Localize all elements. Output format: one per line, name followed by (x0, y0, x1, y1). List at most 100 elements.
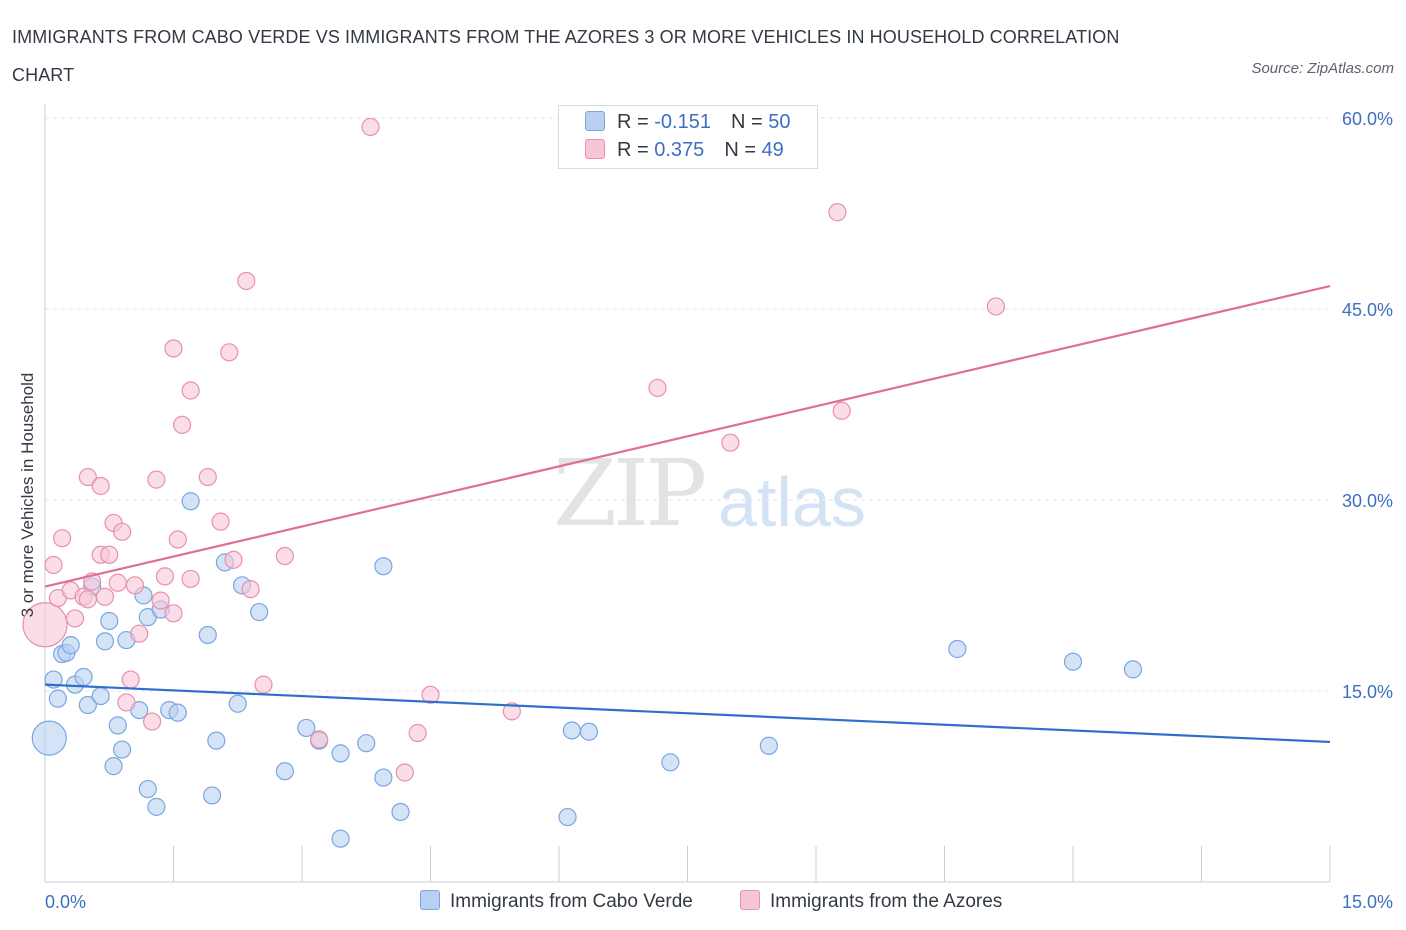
cabo-verde-point (100, 611, 119, 631)
cabo-verde-point (558, 807, 577, 827)
azores-swatch (740, 890, 760, 910)
cabo-verde-point (331, 829, 350, 848)
cabo-verde-trend-line (44, 683, 1331, 744)
azores-point (151, 591, 170, 610)
watermark-zip: ZIP (553, 440, 707, 547)
azores-point (112, 522, 132, 541)
azores-point (181, 381, 200, 400)
r-label: R = (617, 111, 649, 133)
azores-point (125, 576, 145, 595)
azores-point (22, 602, 68, 648)
azores-point (181, 569, 200, 589)
azores-point (164, 604, 183, 623)
azores-point (130, 624, 149, 643)
azores-point (172, 415, 192, 434)
cabo-verde-point (95, 632, 115, 651)
r-value: -0.151 (654, 111, 711, 133)
cabo-verde-swatch (420, 890, 440, 910)
cabo-verde-point (181, 492, 200, 511)
cabo-verde-point (147, 797, 166, 816)
cabo-verde-point (661, 753, 680, 772)
y-tick-label: 30.0% (1342, 491, 1393, 511)
cabo-verde-point (250, 602, 269, 622)
azores-point (164, 339, 183, 358)
azores-point (721, 433, 740, 452)
azores-point (198, 467, 217, 487)
cabo-verde-point (228, 694, 247, 713)
azores-point (502, 702, 521, 721)
azores-point (147, 470, 166, 489)
azores-point (648, 378, 667, 398)
azores-point (117, 693, 136, 712)
cabo-verde-point (108, 716, 127, 735)
azores-swatch (585, 139, 605, 159)
cabo-verde-point (331, 744, 350, 763)
cabo-verde-point (1063, 652, 1083, 671)
azores-point (237, 271, 256, 291)
cabo-verde-point (112, 740, 132, 759)
n-label: N = (724, 139, 756, 161)
azores-point (421, 685, 440, 704)
azores-point (91, 476, 110, 496)
cabo-verde-point (579, 722, 599, 741)
y-axis-label: 3 or more Vehicles in Household (18, 372, 37, 618)
bottom-legend-azores: Immigrants from the Azores (740, 890, 1002, 913)
cabo-verde-point (198, 625, 217, 645)
azores-point (408, 723, 427, 743)
azores-point (155, 567, 175, 586)
cabo-verde-point (61, 636, 80, 655)
bottom-legend-label: Immigrants from the Azores (770, 891, 1003, 912)
cabo-verde-point (74, 667, 93, 687)
y-tick-label: 45.0% (1342, 300, 1393, 320)
r-value: 0.375 (654, 139, 705, 161)
cabo-verde-swatch (585, 111, 605, 131)
azores-trend-line (44, 285, 1331, 588)
source-label: Source: ZipAtlas.com (1251, 60, 1394, 77)
cabo-verde-point (91, 686, 110, 706)
azores-point (275, 546, 294, 566)
azores-point (310, 730, 329, 749)
cabo-verde-point (374, 768, 393, 787)
n-label: N = (730, 111, 763, 133)
y-tick-label: 60.0% (1342, 109, 1393, 129)
watermark-atlas: atlas (718, 463, 866, 541)
azores-point (361, 117, 380, 137)
cabo-verde-point (207, 731, 226, 750)
stats-legend-row-azores: R = 0.375 N = 49 (585, 139, 784, 167)
cabo-verde-point (168, 703, 187, 722)
azores-point (142, 712, 162, 731)
azores-point (220, 343, 239, 362)
azores-point (53, 529, 72, 548)
azores-point (211, 512, 230, 531)
chart-title: IMMIGRANTS FROM CABO VERDE VS IMMIGRANTS… (12, 27, 1120, 85)
cabo-verde-point (275, 762, 294, 781)
azores-point (395, 763, 414, 782)
azores-point (241, 580, 260, 599)
cabo-verde-point (357, 734, 376, 753)
cabo-verde-point (297, 718, 316, 738)
cabo-verde-point (948, 639, 967, 659)
azores-point (95, 587, 115, 606)
cabo-verde-point (202, 786, 222, 805)
cabo-verde-point (374, 557, 393, 576)
cabo-verde-point (138, 779, 157, 799)
cabo-verde-point (104, 757, 123, 776)
x-tick-label: 15.0% (1342, 892, 1393, 912)
cabo-verde-point (759, 736, 778, 755)
y-tick-label: 15.0% (1342, 682, 1393, 702)
azores-point (168, 530, 187, 549)
azores-point (44, 555, 63, 575)
azores-point (828, 203, 847, 222)
azores-point (986, 297, 1006, 316)
cabo-verde-point (1123, 660, 1143, 679)
azores-point (108, 573, 127, 592)
n-value: 49 (761, 139, 784, 161)
stats-legend-row-cabo-verde: R = -0.151 N = 50 (585, 111, 790, 139)
azores-point (65, 609, 85, 628)
x-tick-label: 0.0% (45, 892, 86, 912)
azores-point (78, 467, 97, 487)
azores-point (78, 590, 97, 609)
azores-point (224, 550, 243, 569)
cabo-verde-point (78, 695, 97, 715)
azores-point (121, 670, 140, 689)
